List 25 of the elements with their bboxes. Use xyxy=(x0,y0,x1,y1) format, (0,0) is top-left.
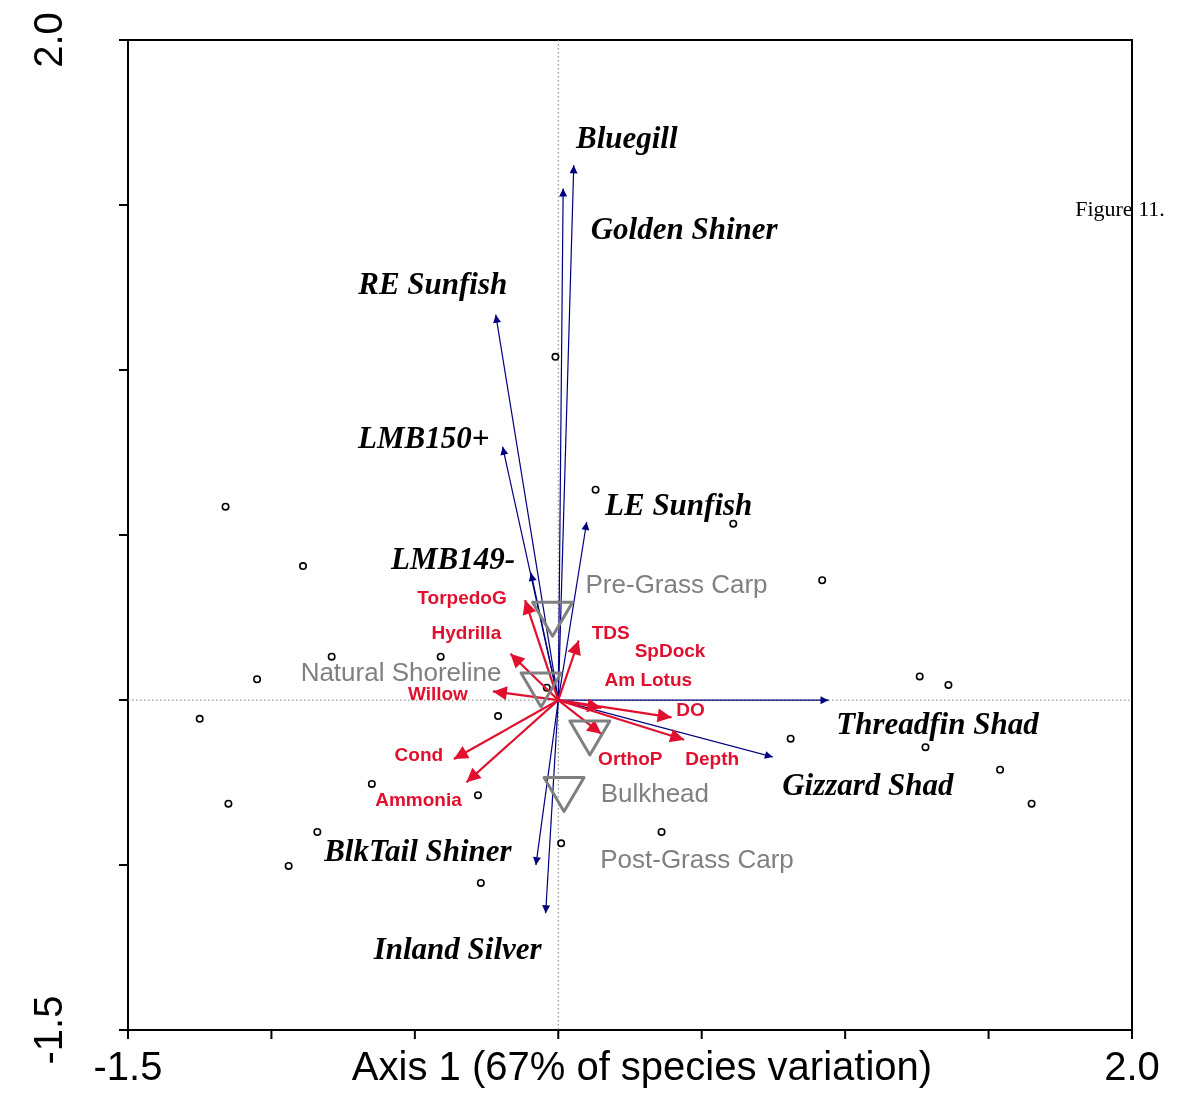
annotation: SpDock xyxy=(634,639,706,661)
x-axis-title: Axis 1 (67% of species variation) xyxy=(351,1044,933,1088)
data-label: Pre-Grass Carp xyxy=(585,569,768,600)
series-label: RE Sunfish xyxy=(357,266,508,302)
series-label: Cond xyxy=(394,743,444,765)
series-label: Bluegill xyxy=(574,119,678,155)
series-label: Gizzard Shad xyxy=(782,766,955,802)
series-label: Inland Silver xyxy=(372,930,543,966)
annotation: Figure 11. xyxy=(1075,195,1165,221)
series-label: BlkTail Shiner xyxy=(323,832,513,868)
series-label: OrthoP xyxy=(598,748,663,770)
data-label: Post-Grass Carp xyxy=(600,843,794,874)
series-label: LMB150+ xyxy=(356,420,490,456)
series-label: Threadfin Shad xyxy=(836,705,1040,741)
series-label: Ammonia xyxy=(375,788,463,810)
series-label: Hydrilla xyxy=(431,622,502,644)
series-label: DO xyxy=(676,698,705,720)
series-label: Am Lotus xyxy=(604,669,693,691)
series-label: Golden Shiner xyxy=(590,211,779,246)
series-label: Depth xyxy=(685,748,740,770)
series-label: LMB149- xyxy=(390,541,516,577)
data-label: Bulkhead xyxy=(600,778,710,808)
series-label: TorpedoG xyxy=(417,586,507,608)
series-label: LE Sunfish xyxy=(604,487,753,523)
series-label: TDS xyxy=(591,622,630,644)
